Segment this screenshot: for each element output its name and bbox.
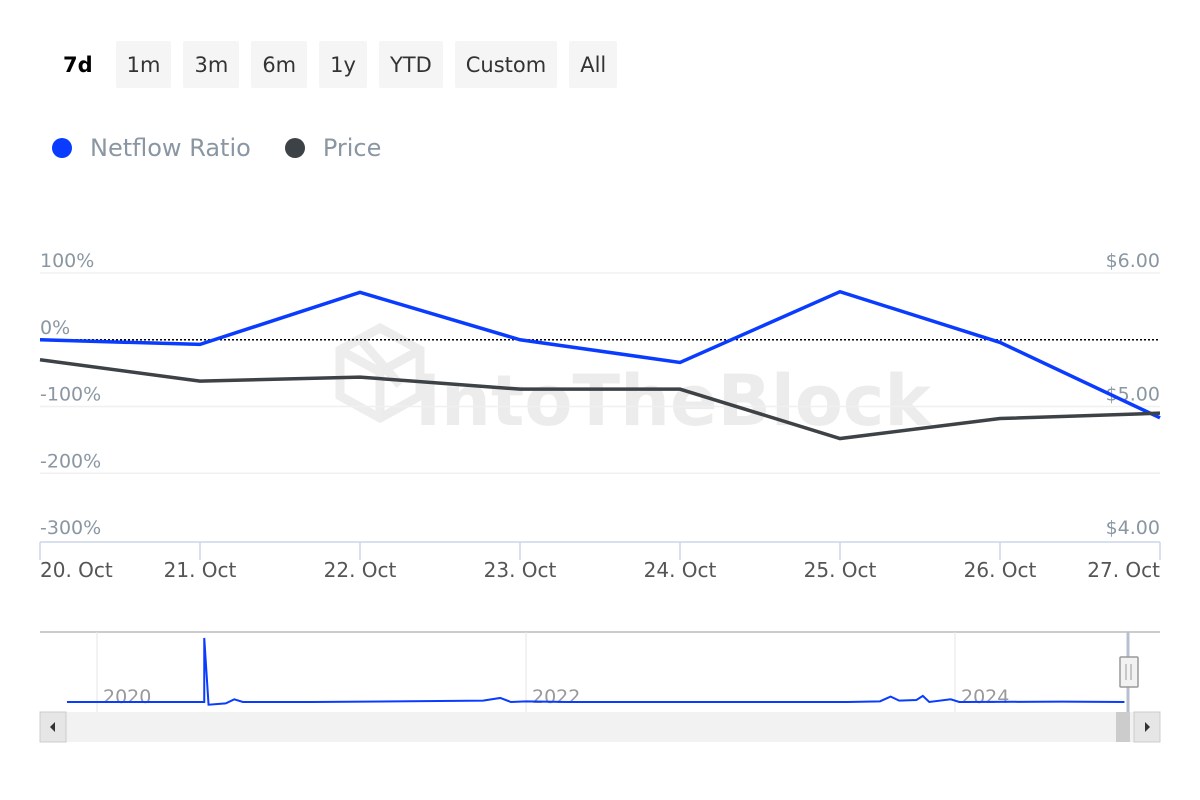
range-button-7d[interactable]: 7d (52, 41, 104, 88)
x-tick-label: 22. Oct (324, 558, 397, 582)
x-tick-label: 23. Oct (484, 558, 557, 582)
y-right-tick-label: $4.00 (1106, 517, 1160, 539)
navigator-handle-grip-icon (1119, 656, 1139, 688)
range-button-6m[interactable]: 6m (251, 41, 308, 88)
legend: Netflow Ratio Price (52, 134, 381, 162)
range-button-1m[interactable]: 1m (115, 41, 172, 88)
legend-item-netflow-ratio[interactable]: Netflow Ratio (52, 134, 251, 162)
y-right-tick-label: $6.00 (1106, 250, 1160, 272)
price-dot-icon (284, 138, 305, 158)
y-left-tick-label: -300% (40, 517, 101, 539)
scroll-right-button[interactable] (1133, 711, 1161, 743)
arrow-left-icon (50, 722, 55, 732)
navigator-series-line (66, 637, 1125, 706)
navigator-year-label: 2020 (103, 686, 151, 708)
legend-label: Price (322, 134, 382, 162)
navigator-year-label: 2022 (532, 686, 580, 708)
series-line-price (39, 358, 1161, 441)
x-tick-label: 24. Oct (644, 558, 717, 582)
navigator-handle[interactable] (1119, 656, 1139, 688)
range-selector: 7d 1m 3m 6m 1y YTD Custom All (52, 41, 618, 88)
x-tick-label: 21. Oct (164, 558, 237, 582)
range-button-1y[interactable]: 1y (319, 41, 367, 88)
y-left-tick-label: 0% (40, 317, 70, 339)
x-tick-label: 25. Oct (804, 558, 877, 582)
navigator-year-label: 2024 (961, 686, 1009, 708)
scroll-left-button[interactable] (39, 711, 67, 743)
range-button-all[interactable]: All (569, 41, 618, 88)
watermark-text: IntoTheBlock (415, 360, 932, 442)
watermark-logo-icon (335, 322, 425, 424)
y-left-tick-label: 100% (40, 250, 94, 272)
x-tick-label: 26. Oct (964, 558, 1037, 582)
scrollbar[interactable] (40, 712, 1160, 742)
scrollbar-thumb (1116, 712, 1130, 742)
range-button-3m[interactable]: 3m (183, 41, 240, 88)
scroll-right-bg (1133, 711, 1161, 743)
arrow-right-icon (1145, 722, 1150, 732)
netflow-ratio-dot-icon (52, 138, 72, 158)
legend-item-price[interactable]: Price (284, 134, 382, 162)
scrollbar-track (40, 712, 1160, 742)
y-left-tick-label: -100% (40, 384, 101, 406)
range-button-ytd[interactable]: YTD (378, 41, 443, 88)
series-line-netflow-ratio (39, 289, 1161, 420)
y-left-tick-label: -200% (40, 450, 101, 472)
x-tick-label: 20. Oct (40, 558, 113, 582)
x-tick-label: 27. Oct (1087, 558, 1160, 582)
range-button-custom[interactable]: Custom (454, 41, 558, 88)
legend-label: Netflow Ratio (90, 134, 251, 162)
watermark: IntoTheBlock (335, 322, 932, 442)
